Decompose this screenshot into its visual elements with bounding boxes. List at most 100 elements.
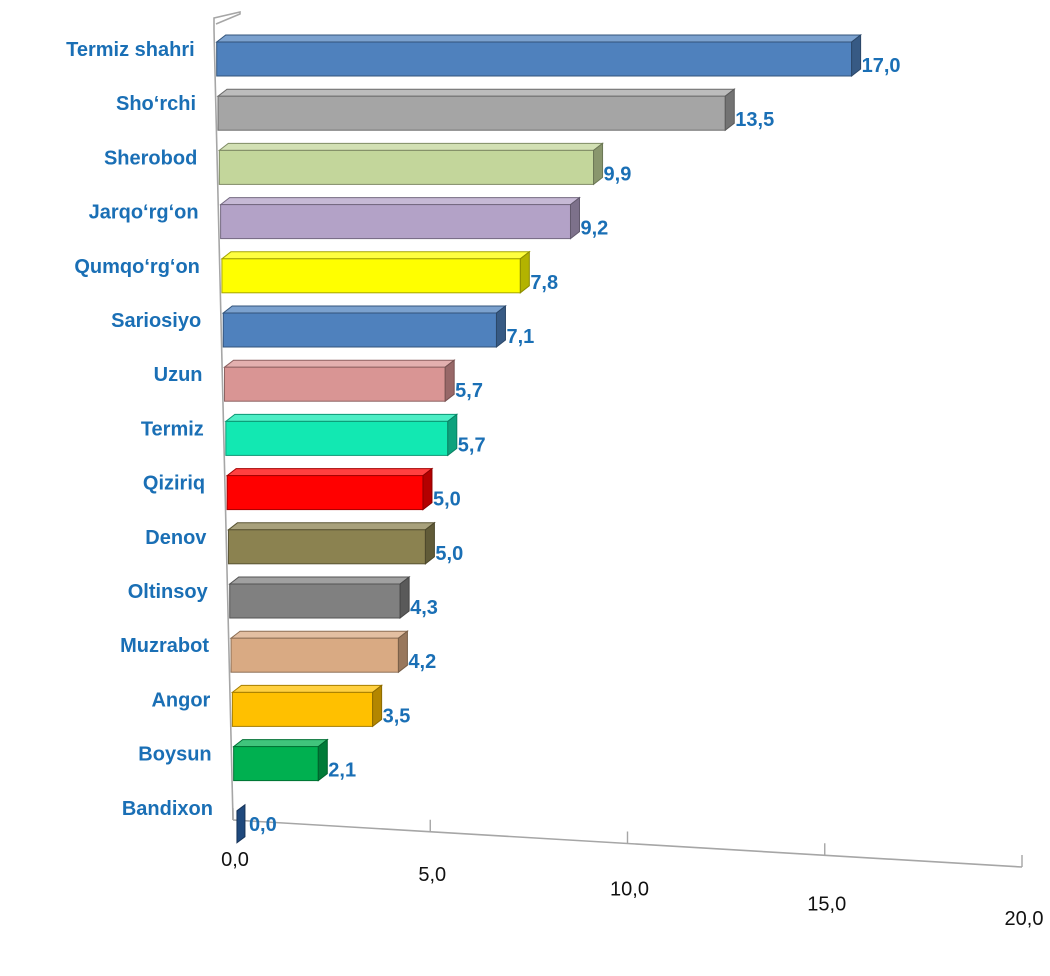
bar-5 <box>220 250 531 294</box>
bar-top-face <box>215 34 863 43</box>
bar-top-face <box>229 630 409 639</box>
category-label: Qumqo‘rg‘on <box>74 256 200 278</box>
bar-end-face <box>447 413 458 457</box>
bar-front-face <box>226 475 424 511</box>
value-label: 4,2 <box>408 651 436 673</box>
bar-15 <box>236 803 246 844</box>
bar-end-face <box>724 88 735 132</box>
bar-front-face <box>231 691 374 727</box>
bar-14 <box>232 738 329 782</box>
value-label: 3,5 <box>383 705 411 727</box>
category-label: Denov <box>145 527 207 549</box>
bar-front-face <box>221 258 521 294</box>
bar-11 <box>228 575 411 620</box>
bar-7 <box>223 359 456 403</box>
bar-top-face <box>225 468 434 477</box>
bar-front-face <box>233 746 319 782</box>
bar-end-face <box>495 304 506 349</box>
bar-front-face <box>220 204 571 240</box>
category-label: Boysun <box>138 744 211 766</box>
bar-top-face <box>217 142 605 151</box>
category-label: Termiz shahri <box>66 39 195 61</box>
value-labels: 17,0 13,5 9,9 9,2 7,8 7,1 5,7 5,7 5,0 5,0 4,3 4,2 3,… <box>249 55 901 836</box>
x-tick-label: 20,0 <box>1005 908 1044 930</box>
bar-end-face <box>236 803 246 844</box>
value-label: 5,0 <box>433 489 461 511</box>
x-axis-tick-labels: 0,0 5,0 10,0 15,0 20,0 <box>221 849 1043 930</box>
bar-6 <box>221 304 507 349</box>
category-label: Qiziriq <box>143 473 205 495</box>
bar-top-face <box>219 197 581 206</box>
bar-9 <box>225 467 434 511</box>
bar-end-face <box>424 521 435 565</box>
value-label: 7,1 <box>506 326 534 348</box>
chart-walls <box>213 10 1023 868</box>
bar-end-face <box>569 196 580 240</box>
value-label: 9,2 <box>580 218 608 240</box>
value-label: 2,1 <box>328 760 356 782</box>
x-tick-label: 0,0 <box>221 849 249 871</box>
bar-3 <box>217 142 605 186</box>
bar-front-face <box>227 529 426 565</box>
bar-end-face <box>851 33 862 78</box>
bar-top-face <box>230 684 384 693</box>
bar-end-face <box>422 467 433 511</box>
value-label: 0,0 <box>249 814 277 836</box>
value-label: 5,0 <box>435 543 463 565</box>
bar-front-face <box>230 637 399 673</box>
bar-end-face <box>519 250 530 294</box>
side-wall-edge <box>213 10 241 821</box>
bar-front-face <box>217 95 726 131</box>
bar-top-face <box>224 413 459 422</box>
bar-end-face <box>372 684 383 728</box>
bar-top-face <box>221 305 507 314</box>
bar-front-face <box>224 366 446 402</box>
bar-2 <box>216 88 736 132</box>
bar-end-face <box>399 575 410 620</box>
bar-front-face <box>229 583 401 619</box>
value-label: 4,3 <box>410 597 438 619</box>
category-label: Uzun <box>154 364 203 386</box>
category-label: Jarqo‘rg‘on <box>89 202 199 224</box>
bar-top-face <box>220 251 531 260</box>
bar-end-face <box>444 359 455 403</box>
category-label: Termiz <box>141 418 204 440</box>
bar-top-face <box>232 739 329 748</box>
x-tick-label: 15,0 <box>807 893 846 915</box>
bar-top-face <box>226 522 436 531</box>
bar-front-face <box>222 312 497 348</box>
bar-8 <box>224 413 459 457</box>
bar-end-face <box>317 738 328 782</box>
value-label: 5,7 <box>458 434 486 456</box>
bar-13 <box>230 684 384 728</box>
category-label: Angor <box>151 689 210 711</box>
x-tick-label: 10,0 <box>610 879 649 901</box>
bar-12 <box>229 630 409 674</box>
category-label: Oltinsoy <box>128 581 209 603</box>
bars-group <box>215 33 863 844</box>
bar-end-face <box>593 142 604 186</box>
bar-10 <box>226 521 436 565</box>
value-label: 7,8 <box>530 272 558 294</box>
category-labels: Termiz shahri Sho‘rchi Sherobod Jarqo‘rg‘on… <box>66 39 213 820</box>
value-label: 9,9 <box>604 163 632 185</box>
bar-top-face <box>216 88 736 97</box>
bar-4 <box>219 196 581 240</box>
bar-top-face <box>228 576 411 585</box>
bar-front-face <box>225 420 449 456</box>
category-label: Muzrabot <box>120 635 209 657</box>
bar-end-face <box>397 630 408 674</box>
bar-1 <box>215 33 863 78</box>
x-tick-label: 5,0 <box>418 864 446 886</box>
value-label: 17,0 <box>862 55 901 77</box>
value-label: 5,7 <box>455 380 483 402</box>
category-label: Sho‘rchi <box>116 93 196 115</box>
category-label: Sherobod <box>104 147 197 169</box>
bar-front-face <box>218 149 595 185</box>
bar-top-face <box>223 359 456 368</box>
category-label: Bandixon <box>122 798 213 820</box>
value-label: 13,5 <box>735 109 774 131</box>
bar-front-face <box>216 41 853 77</box>
category-label: Sariosiyo <box>111 310 201 332</box>
